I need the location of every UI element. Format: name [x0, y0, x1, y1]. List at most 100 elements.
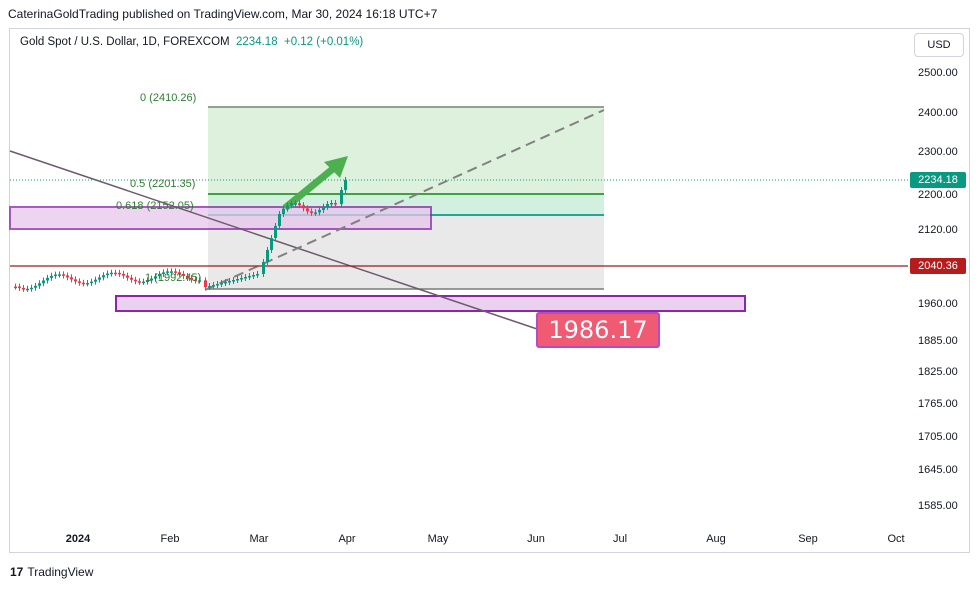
support-zone	[115, 295, 746, 312]
candle-body	[204, 280, 207, 287]
candle-body	[266, 250, 269, 262]
candle-body	[224, 282, 227, 284]
candle-body	[98, 277, 101, 280]
candle-body	[130, 277, 133, 280]
y-tick-label: 1885.00	[918, 335, 958, 347]
y-tick-label: 1645.00	[918, 464, 958, 476]
y-tick-label: 1825.00	[918, 366, 958, 378]
candle-body	[274, 226, 277, 238]
fib-label-05: 0.5 (2201.35)	[130, 178, 196, 190]
candle-body	[158, 274, 161, 277]
resistance-zone	[9, 206, 432, 230]
fib-label-0: 0 (2410.26)	[140, 92, 197, 104]
candle-body	[302, 205, 305, 209]
candle-body	[74, 279, 77, 282]
candle-body	[334, 203, 337, 205]
x-tick-label: 2024	[65, 533, 91, 545]
fib-label-0618: 0.618 (2152.05)	[116, 200, 194, 212]
candle-body	[194, 279, 197, 282]
candle-body	[256, 274, 259, 276]
candle-body	[138, 281, 141, 283]
candle-body	[212, 285, 215, 287]
trend-arrow-head	[324, 156, 348, 178]
candle-body	[54, 274, 57, 277]
candle-body	[122, 273, 125, 276]
candle-body	[26, 288, 29, 291]
x-tick-label: Mar	[249, 533, 269, 545]
candle-body	[34, 285, 37, 288]
target-price-label: 1986.17	[536, 312, 660, 348]
symbol-name: Gold Spot / U.S. Dollar, 1D, FOREXCOM	[20, 36, 230, 48]
tradingview-logo-icon: 17	[10, 565, 24, 579]
candle-body	[270, 238, 273, 250]
candle-body	[190, 278, 193, 280]
y-tick-label: 1960.00	[918, 298, 958, 310]
candle-body	[186, 275, 189, 279]
x-tick-label: May	[427, 533, 449, 545]
current-price-badge: 2234.18	[910, 172, 966, 188]
candle-body	[232, 280, 235, 282]
currency-button[interactable]: USD	[914, 33, 964, 57]
candle-body	[166, 271, 169, 273]
candle-body	[318, 209, 321, 213]
candle-body	[262, 262, 265, 274]
candle-body	[252, 275, 255, 277]
symbol-legend[interactable]: Gold Spot / U.S. Dollar, 1D, FOREXCOM 22…	[20, 36, 363, 48]
candle-body	[170, 271, 173, 273]
candle-body	[278, 214, 281, 226]
candle-body	[162, 272, 165, 275]
candle-body	[306, 208, 309, 212]
candle-body	[38, 283, 41, 286]
x-tick-label: Aug	[706, 533, 726, 545]
candle-body	[248, 276, 251, 278]
candle-body	[314, 212, 317, 214]
candle-body	[220, 283, 223, 285]
candle-body	[326, 204, 329, 207]
candle-body	[46, 277, 49, 281]
x-tick-label: Apr	[338, 533, 356, 545]
fib-label-1: 1 (1992.45)	[145, 272, 202, 284]
candle-body	[310, 211, 313, 213]
y-tick-label: 1765.00	[918, 398, 958, 410]
candle-body	[290, 203, 293, 206]
last-price: 2234.18	[236, 36, 278, 48]
candle-body	[78, 281, 81, 283]
candle-body	[110, 272, 113, 275]
candle-body	[330, 203, 333, 205]
x-tick-label: Jun	[527, 533, 545, 545]
candle-body	[86, 282, 89, 285]
y-tick-label: 2300.00	[918, 146, 958, 158]
projection-dashed-line	[204, 109, 605, 291]
x-tick-label: Feb	[160, 533, 180, 545]
candle-body	[62, 274, 65, 276]
candle-body	[14, 286, 17, 289]
candle-body	[344, 180, 347, 190]
candle-body	[142, 281, 145, 284]
candle-body	[42, 280, 45, 284]
candle-body	[114, 272, 117, 275]
candle-body	[286, 205, 289, 209]
candle-body	[134, 279, 137, 282]
candle-body	[66, 275, 69, 278]
price-change: +0.12 (+0.01%)	[283, 36, 364, 48]
candle-body	[22, 288, 25, 290]
tradingview-brand[interactable]: 17 TradingView	[10, 565, 93, 579]
y-tick-label: 2200.00	[918, 189, 958, 201]
candle-body	[174, 271, 177, 273]
brand-name: TradingView	[27, 565, 94, 579]
line-price-badge: 2040.36	[910, 258, 966, 274]
trend-arrow-shaft	[282, 160, 343, 211]
candle-body	[50, 275, 53, 278]
chart-frame[interactable]	[9, 28, 970, 553]
candle-body	[146, 280, 149, 282]
y-tick-label: 2120.00	[918, 224, 958, 236]
fib-zone-upper	[208, 107, 604, 194]
candle-body	[58, 274, 61, 276]
candle-body	[18, 286, 21, 289]
candle-body	[102, 275, 105, 278]
publisher-line: CaterinaGoldTrading published on Trading…	[8, 7, 438, 21]
candle-body	[82, 282, 85, 285]
candle-body	[106, 273, 109, 276]
candle-body	[70, 277, 73, 280]
